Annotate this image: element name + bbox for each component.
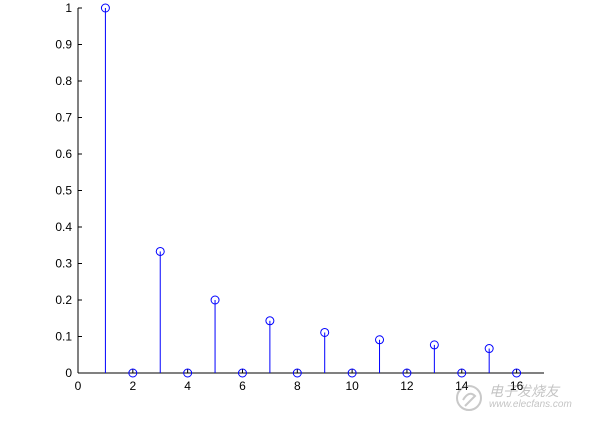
stem-marker [100, 3, 110, 13]
stem-marker [155, 246, 165, 256]
watermark: 电子发烧友 www.elecfans.com [455, 384, 572, 412]
x-tick-label: 2 [129, 379, 136, 393]
watermark-site-text: www.elecfans.com [489, 399, 572, 411]
y-tick-label: 0.2 [55, 293, 72, 307]
stem-marker [320, 327, 330, 337]
x-tick-label: 8 [294, 379, 301, 393]
stem-marker [429, 340, 439, 350]
stem-marker [237, 368, 247, 378]
stem-marker [292, 368, 302, 378]
stem-marker [484, 344, 494, 354]
watermark-chinese-text: 电子发烧友 [489, 384, 559, 401]
stem-marker [347, 368, 357, 378]
x-tick-label: 16 [510, 379, 524, 393]
y-tick-label: 0.7 [55, 111, 72, 125]
y-tick-label: 0.8 [55, 74, 72, 88]
stem-marker [375, 335, 385, 345]
axes [77, 8, 544, 374]
stem-marker [128, 368, 138, 378]
y-tick-label: 0.4 [55, 220, 72, 234]
elecfans-logo-icon [456, 385, 482, 411]
stem-marker [402, 368, 412, 378]
y-tick-label: 0.5 [55, 184, 72, 198]
x-tick-label: 0 [75, 379, 82, 393]
y-tick-label: 0.3 [55, 257, 72, 271]
y-tick-label: 0.1 [55, 330, 72, 344]
stems [100, 3, 522, 378]
stem-marker [457, 368, 467, 378]
y-tick-label: 0.6 [55, 147, 72, 161]
stem-marker [265, 316, 275, 326]
x-tick-label: 6 [239, 379, 246, 393]
x-tick-label: 4 [184, 379, 191, 393]
y-tick-label: 0 [65, 366, 72, 380]
x-tick-label: 10 [345, 379, 359, 393]
stem-marker [210, 295, 220, 305]
x-tick-label: 14 [455, 379, 469, 393]
ticks: 00.10.20.30.40.50.60.70.80.910 2 4 6 8 10 12 14… [55, 1, 523, 393]
x-tick-label: 12 [400, 379, 414, 393]
y-tick-label: 1 [65, 1, 72, 15]
stem-marker [183, 368, 193, 378]
stem-marker [512, 368, 522, 378]
y-tick-label: 0.9 [55, 38, 72, 52]
